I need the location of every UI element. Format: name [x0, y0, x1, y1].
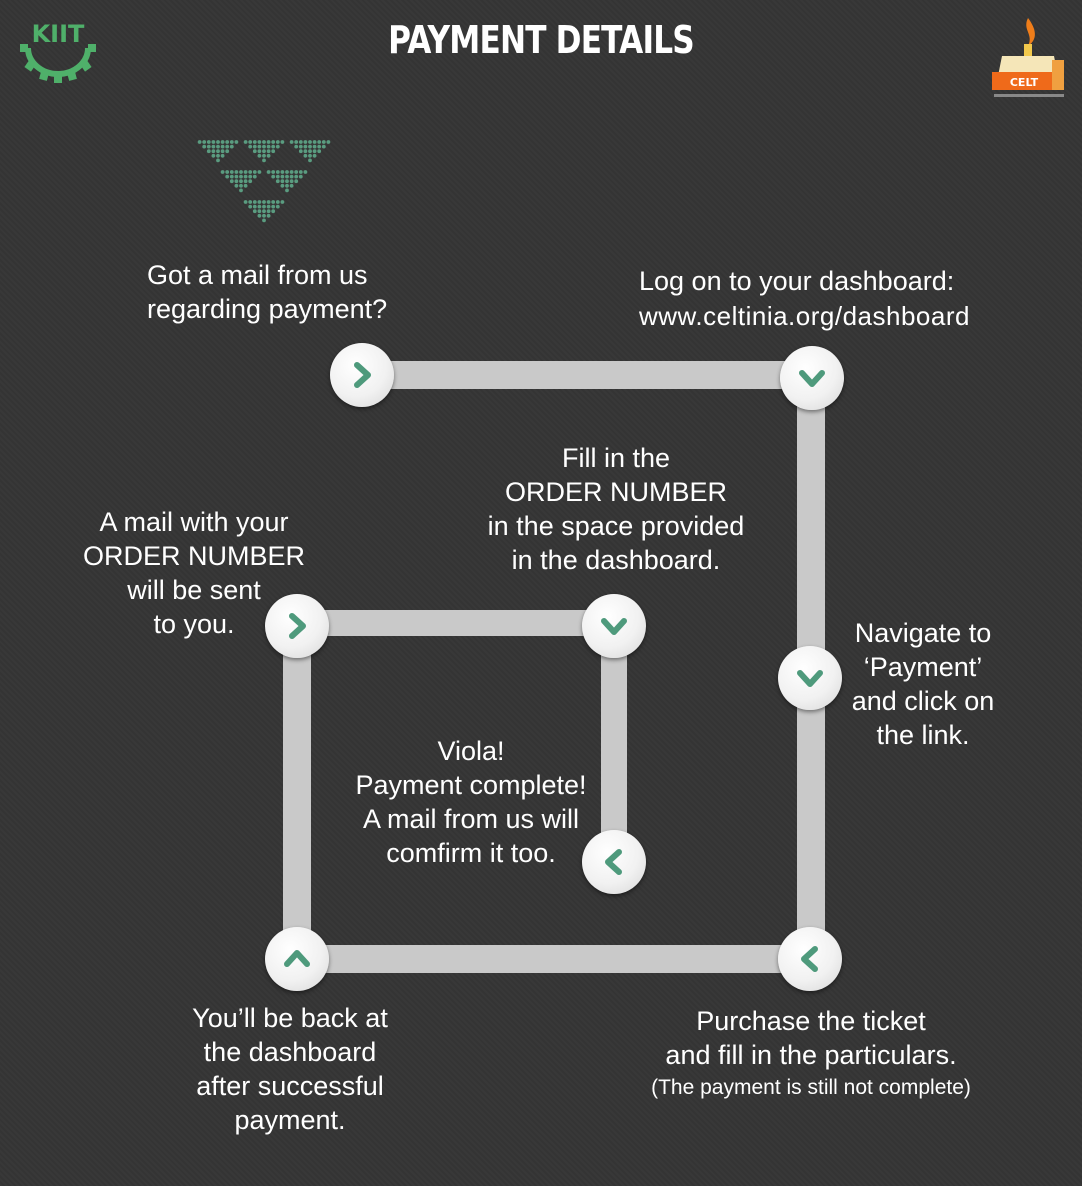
- path-segment: [362, 361, 812, 389]
- step-back-node: [265, 927, 329, 991]
- path-segment: [296, 945, 810, 973]
- step-start-node: [330, 343, 394, 407]
- path-segment: [601, 624, 627, 862]
- dashboard-url-link[interactable]: www.celtinia.org/dashboard: [639, 301, 970, 331]
- step-fill-order-node: [582, 594, 646, 658]
- chevron-left-icon: [605, 849, 622, 875]
- label-log-on: Log on to your dashboard:: [639, 266, 955, 296]
- kiit-logo: KIIT: [14, 14, 102, 84]
- label-back-dashboard: You’ll be back at the dashboard after su…: [192, 1003, 388, 1135]
- chevron-right-icon: [354, 362, 371, 388]
- celt-logo: CELT: [988, 16, 1070, 104]
- page-title: PAYMENT DETAILS: [388, 18, 695, 62]
- chevron-down-icon: [799, 370, 825, 387]
- dot-pattern-icon: [196, 138, 332, 228]
- path-segment: [283, 624, 311, 960]
- chevron-up-icon: [284, 950, 310, 967]
- label-mail-order: A mail with your ORDER NUMBER will be se…: [82, 507, 305, 639]
- label-purchase-note: (The payment is still not complete): [651, 1076, 971, 1099]
- label-fill-order: Fill in the ORDER NUMBER in the space pr…: [487, 443, 745, 575]
- step-dashboard-node: [780, 346, 844, 410]
- label-navigate: Navigate to ‘Payment’ and click on the l…: [851, 618, 995, 750]
- chevron-left-icon: [801, 946, 818, 972]
- chevron-right-icon: [289, 613, 306, 639]
- chevron-down-icon: [601, 618, 627, 635]
- label-payment-complete: Viola! Payment complete! A mail from us …: [355, 736, 587, 868]
- label-purchase: Purchase the ticket and fill in the part…: [665, 1006, 957, 1070]
- kiit-logo-text: KIIT: [32, 20, 85, 48]
- label-got-mail: Got a mail from us regarding payment?: [147, 260, 388, 324]
- celt-logo-text: CELT: [1010, 76, 1039, 89]
- step-complete-node: [582, 830, 646, 894]
- step-purchase-node: [778, 927, 842, 991]
- step-navigate-node: [778, 646, 842, 710]
- chevron-down-icon: [797, 670, 823, 687]
- path-segment: [297, 610, 615, 636]
- step-mail-order-node: [265, 594, 329, 658]
